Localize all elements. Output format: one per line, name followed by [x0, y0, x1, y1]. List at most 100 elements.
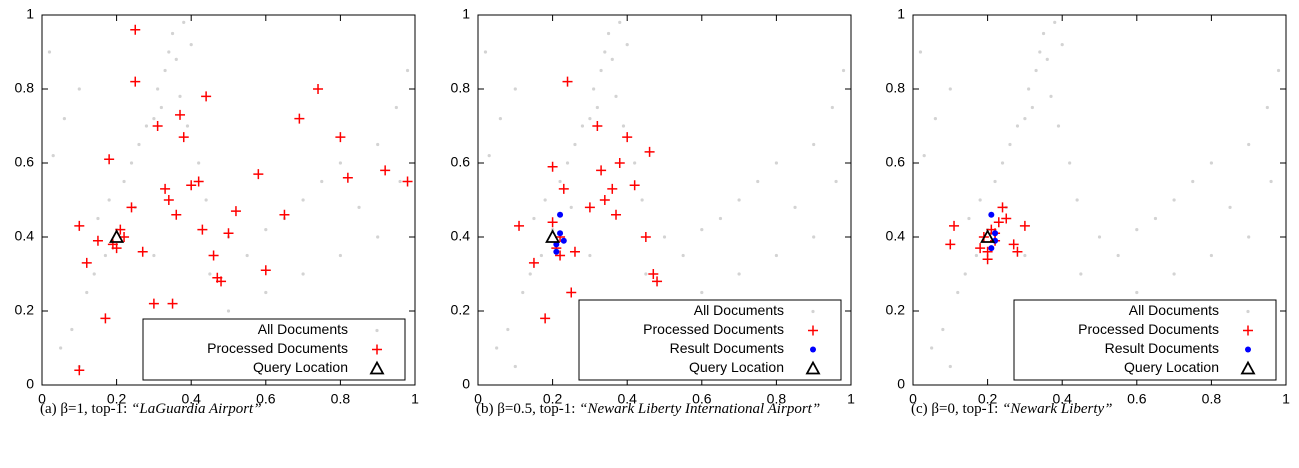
point — [592, 121, 603, 131]
point — [774, 161, 779, 165]
caption: (a) β=1, top-1: “LaGuardia Airport” — [40, 400, 435, 419]
point — [514, 220, 525, 231]
point — [560, 237, 567, 244]
point — [226, 309, 231, 313]
point — [547, 161, 558, 172]
legend-label: Result Documents — [1105, 340, 1219, 356]
point — [941, 327, 945, 332]
point — [1209, 161, 1213, 165]
y-tick-label: 0.2 — [451, 302, 471, 318]
point — [163, 195, 174, 205]
point — [70, 327, 74, 332]
point — [320, 179, 324, 184]
point — [640, 232, 651, 242]
point — [1053, 20, 1057, 24]
point — [980, 229, 996, 243]
point — [569, 246, 580, 257]
point — [1269, 179, 1273, 184]
plot-frame — [41, 14, 416, 386]
point — [737, 198, 741, 202]
point — [922, 154, 926, 158]
y-tick-label: 1 — [26, 6, 34, 22]
point — [100, 313, 111, 324]
point — [956, 290, 960, 295]
point — [629, 180, 640, 191]
point — [988, 211, 995, 218]
point — [945, 239, 956, 250]
x-tick-label: 0.4 — [1052, 391, 1072, 407]
point — [159, 105, 163, 110]
point — [152, 253, 156, 258]
point — [949, 220, 960, 231]
point — [565, 161, 570, 165]
point — [555, 250, 566, 261]
point — [376, 142, 380, 147]
point — [294, 113, 305, 124]
point — [405, 68, 410, 73]
x-tick-label: 0.6 — [692, 391, 712, 407]
point — [279, 209, 290, 220]
caption-query: “LaGuardia Airport” — [131, 401, 262, 417]
legend-box — [578, 299, 842, 381]
point — [1135, 228, 1139, 232]
point — [588, 117, 592, 121]
point — [301, 272, 305, 276]
point — [96, 216, 100, 221]
point — [774, 253, 779, 258]
point — [338, 253, 342, 258]
point — [137, 142, 141, 147]
point — [532, 216, 536, 221]
point — [948, 87, 952, 91]
point — [603, 50, 607, 54]
legend-box — [1013, 299, 1277, 381]
point — [566, 287, 577, 298]
point — [558, 183, 569, 194]
point — [975, 243, 986, 254]
x-tick-label: 0.8 — [767, 391, 787, 407]
point — [737, 272, 741, 276]
plot-frame — [477, 14, 852, 386]
legend-marker — [805, 360, 821, 375]
point — [74, 220, 85, 231]
point — [1191, 179, 1195, 184]
point — [580, 124, 585, 128]
point — [1000, 161, 1005, 165]
point — [1153, 216, 1158, 221]
point — [230, 206, 241, 217]
point — [1135, 290, 1139, 295]
legend-label: All Documents — [694, 302, 784, 318]
point — [558, 179, 562, 184]
point — [152, 121, 163, 131]
point — [992, 230, 999, 237]
point — [662, 235, 667, 239]
point — [1265, 105, 1269, 110]
point — [144, 124, 149, 128]
plot-frame — [912, 14, 1287, 386]
y-tick-label: 0 — [462, 376, 470, 392]
point — [376, 235, 380, 239]
point — [1027, 87, 1031, 91]
point — [402, 176, 413, 187]
point — [1001, 213, 1012, 224]
point — [1023, 253, 1027, 258]
point — [963, 272, 967, 276]
point — [111, 243, 122, 254]
point — [380, 165, 391, 176]
point — [92, 272, 96, 276]
point — [573, 142, 577, 147]
legend-marker — [375, 328, 379, 333]
point — [1247, 235, 1251, 239]
point — [1008, 239, 1019, 250]
point — [130, 24, 141, 35]
point — [644, 272, 648, 276]
point — [260, 265, 271, 276]
point — [338, 161, 342, 165]
point — [718, 216, 723, 221]
y-tick-label: 1 — [897, 6, 905, 22]
legend-marker — [372, 344, 382, 355]
y-tick-label: 0.8 — [451, 80, 471, 96]
point — [109, 229, 125, 243]
point — [1247, 142, 1251, 147]
point — [148, 298, 159, 309]
